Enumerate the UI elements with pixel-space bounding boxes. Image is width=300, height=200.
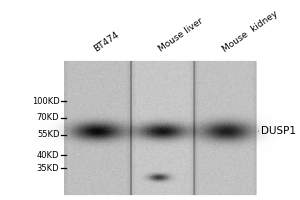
Text: BT474: BT474 [92,30,120,54]
Text: DUSP1: DUSP1 [258,126,296,136]
Text: 35KD: 35KD [37,164,59,173]
Text: 70KD: 70KD [37,113,59,122]
Text: 55KD: 55KD [37,130,59,139]
Text: 100KD: 100KD [32,97,59,106]
Text: 40KD: 40KD [37,151,59,160]
Text: Mouse liver: Mouse liver [157,16,205,54]
Text: Mouse  kidney: Mouse kidney [221,9,280,54]
